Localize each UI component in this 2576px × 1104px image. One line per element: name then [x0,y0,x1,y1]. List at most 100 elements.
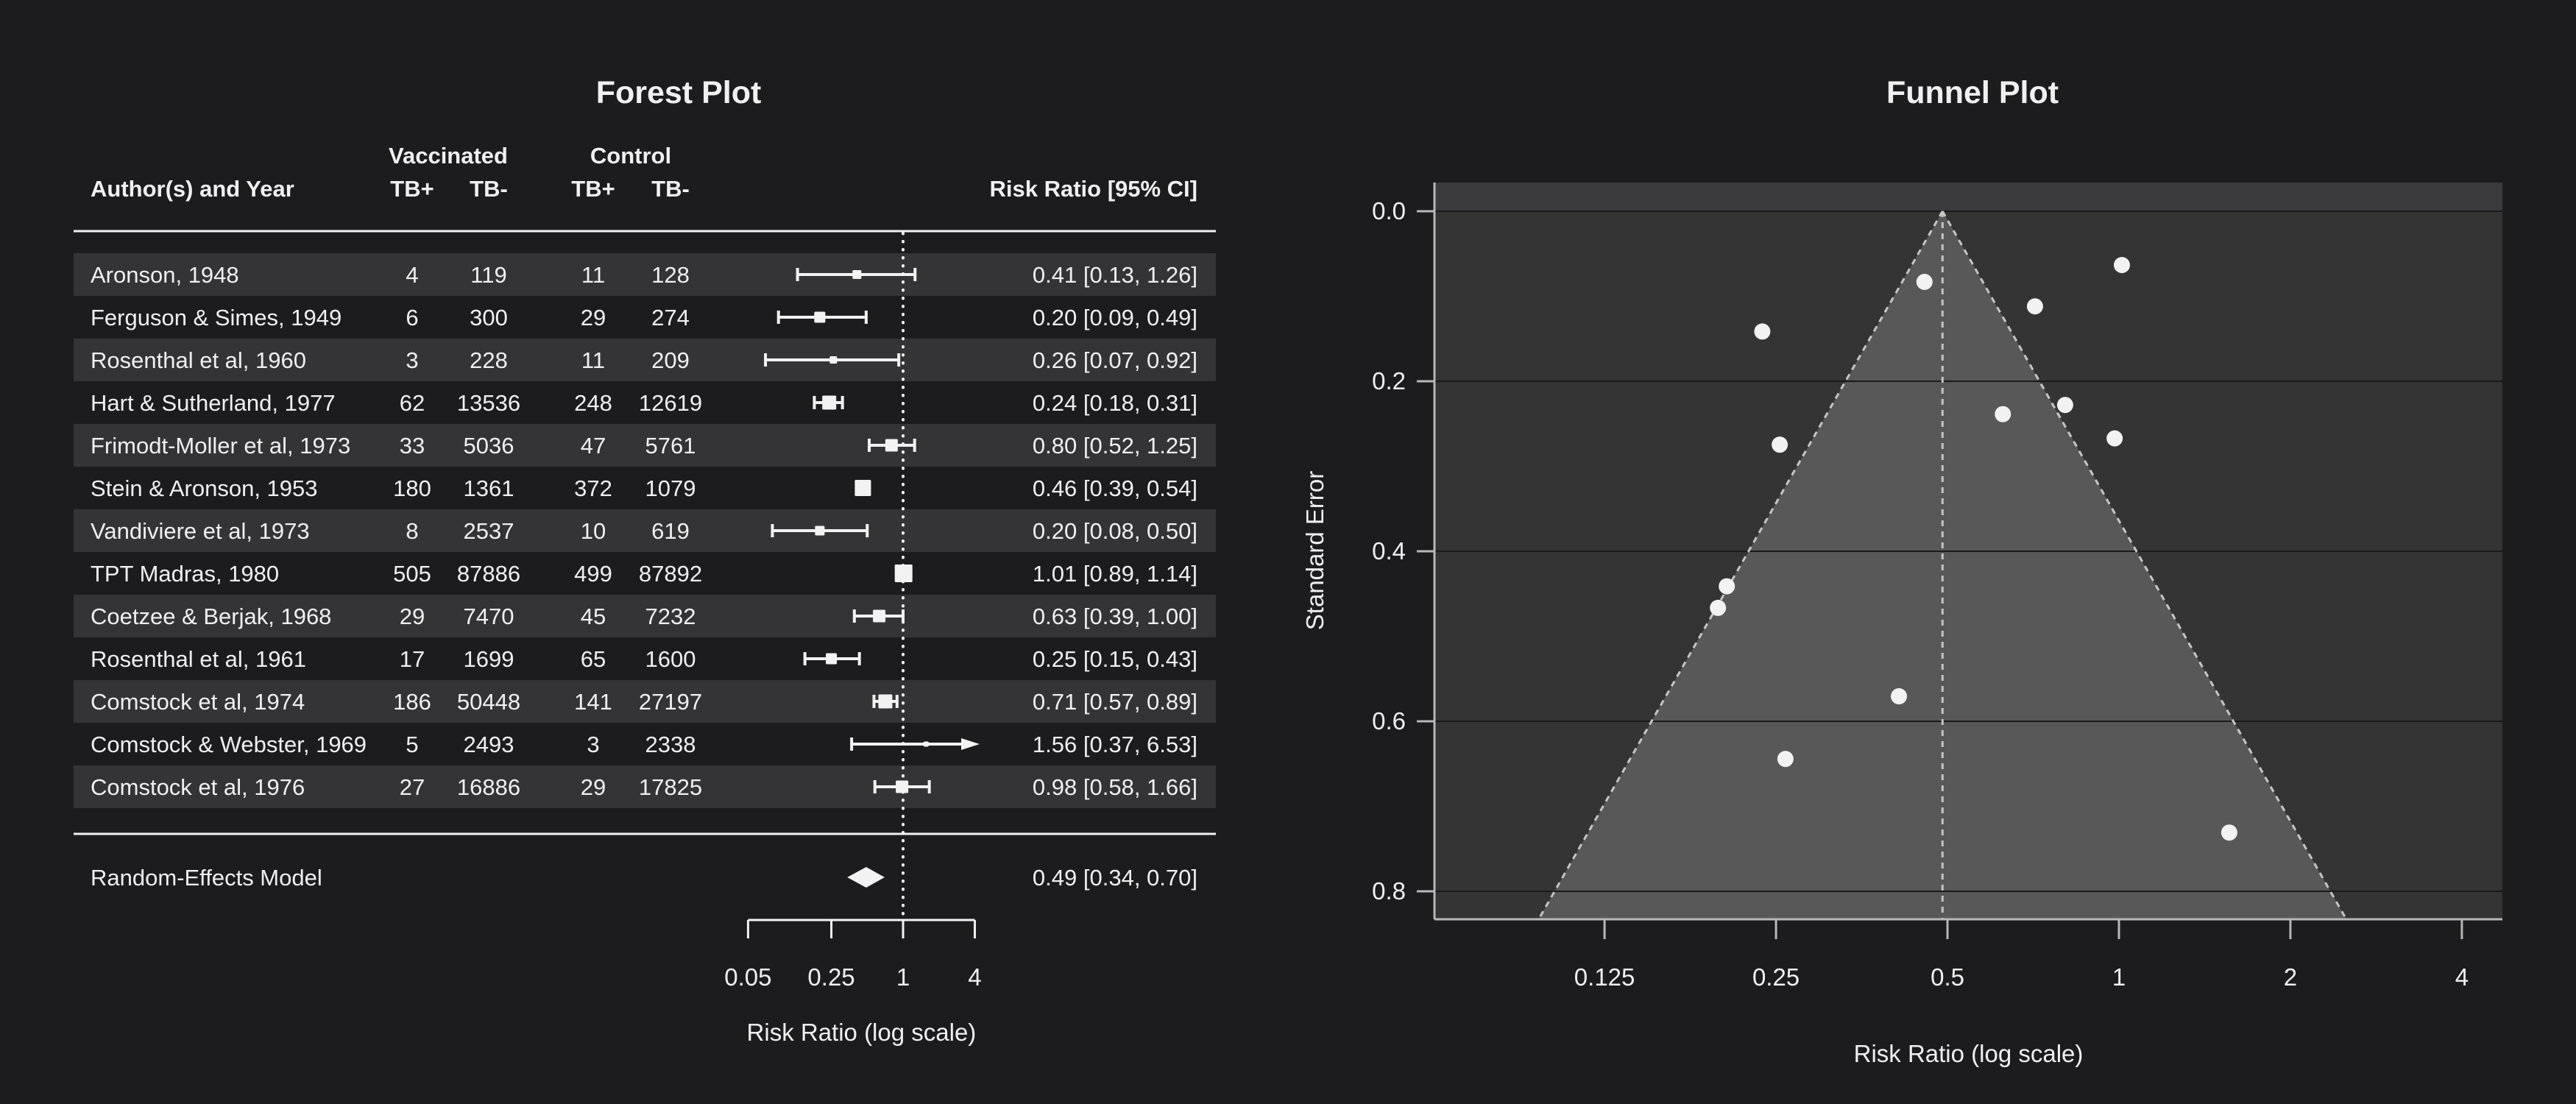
study-count: 274 [651,305,690,330]
study-author: Comstock et al, 1976 [91,774,305,800]
study-count: 5 [406,732,418,757]
study-ci-text: 0.63 [0.39, 1.00] [1033,604,1197,629]
study-count: 11 [581,262,605,288]
row-stripe [74,595,1216,637]
x-tick-label: 0.25 [1752,963,1800,991]
effect-square [873,609,886,623]
study-count: 2338 [645,732,696,757]
study-author: Rosenthal et al, 1960 [91,347,306,373]
study-author: Rosenthal et al, 1961 [91,646,306,672]
col-header-sub: TB+ [390,176,434,202]
effect-square [822,395,837,410]
plot-top-band [1434,183,2502,211]
study-count: 13536 [457,390,520,416]
forest-plot: Forest Plot Vaccinated Control Author(s) an… [74,75,1216,1046]
y-tick-label: 0.0 [1372,197,1406,224]
study-count: 209 [651,347,690,373]
funnel-point [2056,397,2073,414]
row-stripe [74,680,1216,723]
study-author: Hart & Sutherland, 1977 [91,390,336,416]
funnel-point [2026,298,2043,315]
summary-label: Random-Effects Model [91,865,322,891]
x-tick-label: 1 [896,963,910,991]
x-tick-label: 0.125 [1574,963,1635,991]
summary-ci-text: 0.49 [0.34, 0.70] [1033,865,1197,891]
funnel-point [1772,436,1788,453]
study-count: 1699 [464,646,514,672]
funnel-point [2106,430,2123,447]
funnel-title: Funnel Plot [1886,75,2059,110]
study-author: Comstock et al, 1974 [91,689,305,715]
study-count: 29 [400,604,425,629]
funnel-point [1916,273,1933,290]
study-count: 186 [393,689,431,715]
funnel-edge-right [1941,210,2348,920]
study-count: 2537 [464,518,514,544]
study-count: 16886 [457,774,520,800]
effect-square [854,480,871,496]
study-count: 50448 [457,689,520,715]
study-count: 65 [581,646,606,672]
effect-square [923,741,929,747]
x-tick-label: 4 [968,963,981,991]
study-ci-text: 0.98 [0.58, 1.66] [1033,774,1197,800]
study-count: 505 [393,561,431,587]
x-tick-label: 0.05 [724,963,771,991]
study-ci-text: 0.41 [0.13, 1.26] [1033,262,1197,288]
study-author: Ferguson & Simes, 1949 [91,305,342,330]
study-ci-text: 0.71 [0.57, 0.89] [1033,689,1197,715]
effect-square [885,439,898,452]
study-ci-text: 0.20 [0.09, 0.49] [1033,305,1197,330]
study-count: 7470 [464,604,514,629]
study-ci-text: 1.56 [0.37, 6.53] [1033,732,1197,757]
study-count: 180 [393,475,431,501]
study-count: 8 [406,518,418,544]
study-count: 248 [574,390,612,416]
study-count: 12619 [639,390,702,416]
y-axis-title: Standard Error [1301,471,1328,630]
forest-title: Forest Plot [596,75,762,110]
col-header-vaccinated: Vaccinated [389,143,508,169]
effect-square [878,694,893,709]
effect-square [815,526,825,536]
study-author: Comstock & Webster, 1969 [91,732,367,757]
study-count: 1600 [645,646,696,672]
row-stripe [74,509,1216,552]
study-count: 141 [574,689,612,715]
study-count: 11 [581,347,605,373]
study-count: 17 [400,646,425,672]
effect-square [814,311,826,323]
study-count: 228 [470,347,508,373]
funnel-plot: Funnel Plot 0.0 0.2 0.4 0.6 0.8 Standard Error… [1301,75,2502,1067]
study-author: Stein & Aronson, 1953 [91,475,318,501]
funnel-point [2114,257,2131,274]
y-tick-label: 0.2 [1372,367,1406,394]
study-count: 3 [406,347,418,373]
x-tick-label: 2 [2284,963,2297,991]
study-count: 87886 [457,561,520,587]
ci-arrow-right [961,738,980,750]
col-header-control: Control [590,143,671,169]
effect-square [826,653,838,665]
funnel-point [1754,323,1771,340]
study-count: 7232 [645,604,696,629]
study-author: Coetzee & Berjak, 1968 [91,604,331,629]
study-count: 4 [406,262,418,288]
study-count: 45 [581,604,606,629]
study-count: 29 [581,774,606,800]
study-count: 619 [651,518,690,544]
study-ci-text: 0.20 [0.08, 0.50] [1033,518,1197,544]
y-tick-label: 0.8 [1372,877,1406,905]
funnel-point [1777,751,1794,768]
y-tick-label: 0.6 [1372,707,1406,735]
col-header-sub: TB- [470,176,508,202]
effect-square [896,780,909,793]
study-ci-text: 0.46 [0.39, 0.54] [1033,475,1197,501]
study-count: 87892 [639,561,702,587]
col-header-sub: TB- [651,176,690,202]
study-count: 372 [574,475,612,501]
study-author: Frimodt-Moller et al, 1973 [91,433,350,459]
funnel-point [1995,406,2011,422]
funnel-point [2221,824,2237,841]
study-count: 6 [406,305,418,330]
